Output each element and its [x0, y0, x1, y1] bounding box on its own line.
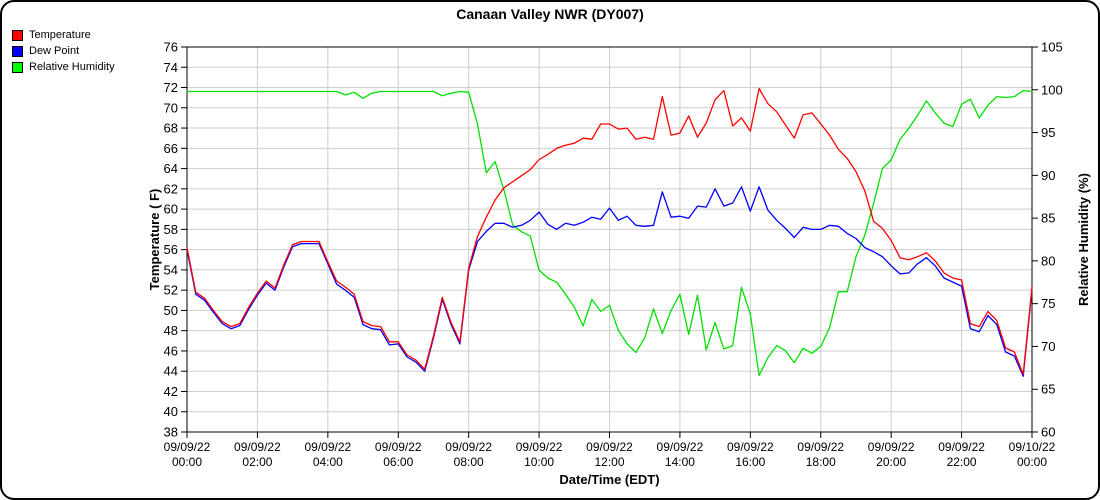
x-tick-date-label: 09/09/22 [797, 440, 844, 454]
left-tick-label: 70 [164, 100, 178, 115]
x-tick-date-label: 09/09/22 [727, 440, 774, 454]
right-tick-label: 70 [1041, 339, 1055, 354]
temperature-swatch-icon [12, 29, 23, 41]
legend-label-relative-humidity: Relative Humidity [29, 61, 115, 73]
dew-point-line [186, 186, 1033, 377]
x-tick-date-label: 09/09/22 [657, 440, 704, 454]
left-tick-label: 48 [164, 323, 178, 338]
x-tick-date-label: 09/09/22 [516, 440, 563, 454]
x-tick-time-label: 12:00 [594, 455, 624, 469]
x-tick-date-label: 09/09/22 [938, 440, 985, 454]
left-tick-label: 42 [164, 384, 178, 399]
x-tick-time-label: 22:00 [947, 455, 977, 469]
left-tick-label: 38 [164, 425, 178, 440]
temperature-line [186, 87, 1033, 375]
x-axis-title: Date/Time (EDT) [559, 472, 659, 487]
x-tick-date-label: 09/09/22 [586, 440, 633, 454]
left-tick-label: 68 [164, 121, 178, 136]
left-tick-label: 66 [164, 141, 178, 156]
x-tick-time-label: 00:00 [172, 455, 202, 469]
left-tick-label: 46 [164, 343, 178, 358]
legend-item-relative-humidity: Relative Humidity [12, 61, 115, 73]
dew-point-swatch-icon [12, 45, 23, 57]
x-tick-time-label: 00:00 [1017, 455, 1047, 469]
chart-title: Canaan Valley NWR (DY007) [456, 6, 644, 22]
x-tick-date-label: 09/09/22 [868, 440, 915, 454]
left-tick-label: 40 [164, 404, 178, 419]
left-tick-label: 64 [164, 161, 178, 176]
left-tick-label: 56 [164, 242, 178, 257]
right-tick-label: 80 [1041, 253, 1055, 268]
x-tick-time-label: 04:00 [313, 455, 343, 469]
x-tick-date-label: 09/09/22 [375, 440, 422, 454]
left-tick-label: 62 [164, 181, 178, 196]
right-tick-label: 90 [1041, 168, 1055, 183]
relative-humidity-line [186, 89, 1033, 377]
right-axis-title: Relative Humidity (%) [1076, 173, 1091, 306]
x-tick-time-label: 08:00 [454, 455, 484, 469]
x-tick-time-label: 18:00 [806, 455, 836, 469]
x-tick-time-label: 02:00 [242, 455, 272, 469]
legend-item-dew-point: Dew Point [12, 45, 115, 57]
x-tick-date-label: 09/09/22 [304, 440, 351, 454]
left-tick-label: 52 [164, 283, 178, 298]
x-tick-date-label: 09/09/22 [164, 440, 211, 454]
legend: Temperature Dew Point Relative Humidity [12, 29, 115, 73]
right-tick-label: 85 [1041, 211, 1055, 226]
x-tick-date-label: 09/09/22 [445, 440, 492, 454]
left-tick-label: 54 [164, 262, 178, 277]
x-tick-time-label: 10:00 [524, 455, 554, 469]
left-tick-label: 50 [164, 303, 178, 318]
left-axis-title: Temperature ( F) [147, 189, 162, 291]
x-tick-date-label: 09/09/22 [234, 440, 281, 454]
relative-humidity-swatch-icon [12, 61, 23, 73]
legend-item-temperature: Temperature [12, 29, 115, 41]
right-tick-label: 95 [1041, 125, 1055, 140]
left-tick-label: 76 [164, 40, 178, 55]
x-tick-date-label: 09/10/22 [1009, 440, 1056, 454]
legend-label-dew-point: Dew Point [29, 45, 80, 57]
left-tick-label: 44 [164, 364, 178, 379]
right-tick-label: 100 [1041, 82, 1063, 97]
right-tick-label: 60 [1041, 425, 1055, 440]
x-tick-time-label: 14:00 [665, 455, 695, 469]
right-tick-label: 65 [1041, 382, 1055, 397]
x-tick-time-label: 20:00 [876, 455, 906, 469]
left-tick-label: 60 [164, 202, 178, 217]
x-tick-time-label: 16:00 [735, 455, 765, 469]
left-tick-label: 74 [164, 60, 178, 75]
left-tick-label: 72 [164, 80, 178, 95]
right-tick-label: 105 [1041, 40, 1063, 55]
right-tick-label: 75 [1041, 296, 1055, 311]
x-tick-time-label: 06:00 [383, 455, 413, 469]
legend-label-temperature: Temperature [29, 29, 91, 41]
left-tick-label: 58 [164, 222, 178, 237]
